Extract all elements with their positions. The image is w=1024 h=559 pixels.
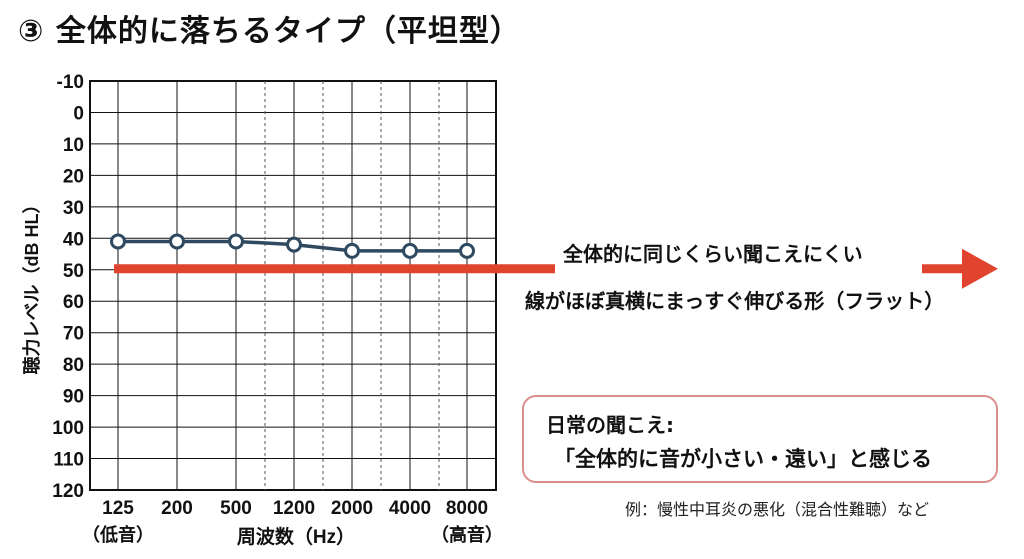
y-tick-labels: -10 0 10 20 30 40 50 60 70 80 90 100 110 120 <box>52 72 84 502</box>
arrow-head <box>962 248 998 289</box>
y-tick-label: 20 <box>63 166 84 187</box>
y-tick-label: 30 <box>63 198 84 219</box>
y-tick-label: 70 <box>63 324 84 345</box>
example-note: 例：慢性中耳炎の悪化（混合性難聴）など <box>625 500 930 519</box>
x-tick-sublabel: （高音） <box>431 524 503 545</box>
x-tick-label: 2000 <box>331 498 373 519</box>
y-tick-label: 120 <box>52 481 84 502</box>
y-tick-label: 40 <box>63 229 84 250</box>
y-tick-label: 10 <box>63 135 84 156</box>
plot-frame <box>89 80 497 491</box>
data-point <box>286 236 302 253</box>
x-tick-label: 4000 <box>389 498 431 519</box>
x-axis-label: 周波数（Hz） <box>237 525 355 548</box>
data-point <box>169 233 185 250</box>
y-tick-label: -10 <box>57 72 84 93</box>
x-tick-label: 500 <box>220 498 252 519</box>
series-layer <box>110 233 475 259</box>
x-tick-label: 125 <box>102 498 134 519</box>
x-tick-labels: 125 （低音） 200 500 1200 2000 4000 8000 （高音） <box>82 498 503 545</box>
data-point <box>459 242 475 259</box>
callout-body: 「全体的に音が小さい・遠い」と感じる <box>554 447 932 471</box>
grid-layer <box>89 80 497 491</box>
x-tick-label: 200 <box>161 498 193 519</box>
y-tick-label: 50 <box>63 261 84 282</box>
page-title: ③ 全体的に落ちるタイプ（平坦型） <box>18 14 521 49</box>
data-point <box>110 233 126 250</box>
x-tick-sublabel: （低音） <box>82 524 154 545</box>
callout-box: 日常の聞こえ: 「全体的に音が小さい・遠い」と感じる <box>522 395 998 483</box>
reference-arrow <box>114 248 998 289</box>
y-tick-label: 0 <box>73 103 84 124</box>
y-axis-label: 聴力レベル（dB HL） <box>22 196 42 375</box>
x-tick-label: 8000 <box>446 498 488 519</box>
y-tick-label: 60 <box>63 292 84 313</box>
data-point <box>228 233 244 250</box>
y-tick-label: 80 <box>63 355 84 376</box>
shape-annotation: 線がほぼ真横にまっすぐ伸びる形（フラット） <box>525 289 945 313</box>
x-tick-label: 1200 <box>273 498 315 519</box>
callout-heading: 日常の聞こえ: <box>546 413 674 437</box>
y-tick-label: 100 <box>52 418 84 439</box>
data-point <box>402 242 418 259</box>
arrow-annotation: 全体的に同じくらい聞こえにくい <box>563 242 863 266</box>
data-point <box>344 242 360 259</box>
y-tick-label: 110 <box>53 450 84 471</box>
y-tick-label: 90 <box>63 387 84 408</box>
